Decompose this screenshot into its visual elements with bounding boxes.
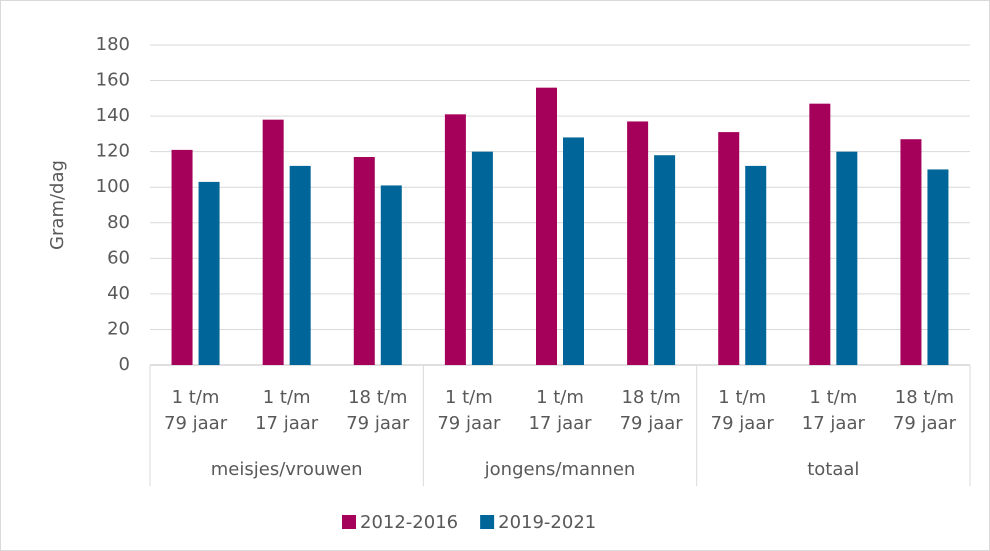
bar <box>380 185 402 365</box>
y-tick-label: 40 <box>107 283 130 304</box>
group-label: jongens/mannen <box>484 459 636 480</box>
bar <box>289 165 311 365</box>
bar <box>444 114 466 365</box>
y-tick-label: 140 <box>96 105 130 126</box>
legend-swatch <box>342 515 356 529</box>
y-tick-label: 0 <box>119 354 130 375</box>
x-tick-label: 18 t/m 79 jaar <box>346 387 410 434</box>
bar <box>536 87 557 366</box>
group-label: meisjes/vrouwen <box>211 459 363 480</box>
y-tick-label: 180 <box>96 34 130 55</box>
bar <box>353 157 375 365</box>
bar <box>927 169 949 365</box>
x-tick-label: 1 t/m 17 jaar <box>255 387 319 434</box>
bar <box>262 119 284 366</box>
x-tick-label: 18 t/m 79 jaar <box>619 387 683 434</box>
bar <box>627 121 649 365</box>
y-tick-label: 160 <box>96 70 130 91</box>
x-tick-label: 1 t/m 79 jaar <box>710 387 774 434</box>
x-tick-label: 1 t/m 79 jaar <box>437 387 501 434</box>
y-tick-label: 80 <box>107 212 130 233</box>
bar <box>171 149 193 365</box>
bar <box>198 181 220 365</box>
bar <box>654 155 676 365</box>
bar <box>471 151 493 365</box>
bar <box>563 137 584 365</box>
legend-label: 2012-2016 <box>360 512 458 533</box>
group-label: totaal <box>807 459 859 480</box>
legend-swatch <box>480 515 495 529</box>
bar <box>836 151 858 365</box>
bar <box>718 132 740 365</box>
bar <box>745 165 767 365</box>
y-tick-label: 20 <box>107 318 130 339</box>
y-tick-label: 120 <box>96 141 130 162</box>
y-axis-label: Gram/dag <box>47 160 68 250</box>
bar <box>809 103 831 366</box>
x-tick-label: 1 t/m 17 jaar <box>801 387 865 434</box>
legend-label: 2019-2021 <box>498 512 596 533</box>
bar <box>900 139 922 365</box>
x-tick-label: 1 t/m 79 jaar <box>164 387 228 434</box>
y-tick-label: 60 <box>107 247 130 268</box>
x-tick-label: 1 t/m 17 jaar <box>528 387 592 434</box>
y-tick-label: 100 <box>96 176 130 197</box>
x-tick-label: 18 t/m 79 jaar <box>892 387 956 434</box>
